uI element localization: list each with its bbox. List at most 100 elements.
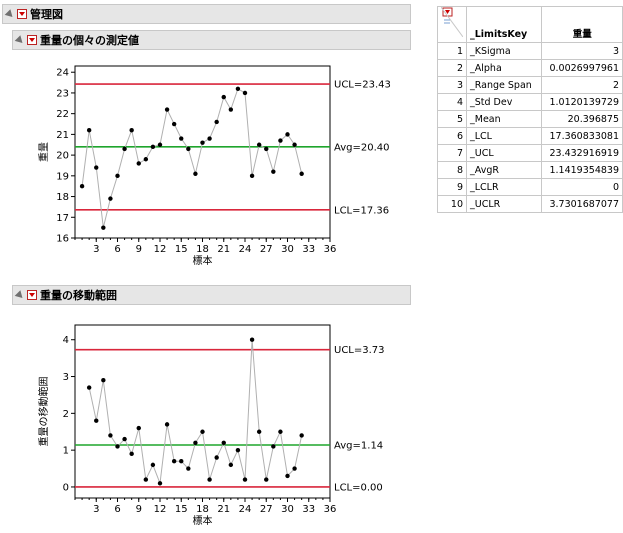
- y-tick-label: 20: [56, 151, 69, 162]
- weight-cell: 1.0120139729: [541, 93, 623, 111]
- limits-key-cell: _Range Span: [465, 76, 543, 94]
- limit-label: Avg=1.14: [334, 440, 383, 451]
- weight-cell: 3: [541, 42, 623, 60]
- x-axis-label: 標本: [193, 514, 213, 527]
- section1-header: 重量の個々の測定値: [12, 30, 411, 50]
- x-tick-label: 3: [93, 504, 99, 515]
- x-tick-label: 27: [260, 504, 273, 515]
- y-axis-label: 重量の移動範囲: [37, 377, 50, 447]
- data-point: [264, 146, 269, 152]
- data-point: [271, 444, 276, 449]
- data-point: [242, 90, 248, 96]
- limits-key-cell: _UCL: [465, 144, 543, 162]
- data-point: [221, 440, 226, 445]
- data-point: [193, 440, 198, 445]
- x-tick-label: 21: [217, 504, 230, 515]
- data-point: [143, 477, 149, 482]
- data-point: [228, 462, 234, 468]
- plot-frame: [74, 324, 331, 499]
- table-row[interactable]: 8 _AvgR 1.1419354839: [437, 161, 623, 179]
- x-tick-label: 6: [114, 504, 120, 515]
- data-point: [150, 462, 156, 468]
- limits-key-cell: _Std Dev: [465, 93, 543, 111]
- report-title: 管理図: [30, 8, 63, 21]
- y-tick-label: 21: [56, 130, 69, 141]
- disclosure-icon[interactable]: [14, 34, 26, 46]
- column-header[interactable]: _LimitsKey: [465, 6, 543, 43]
- y-tick-label: 3: [63, 372, 69, 383]
- x-tick-label: 18: [196, 504, 209, 515]
- red-triangle-menu-icon[interactable]: [17, 9, 27, 19]
- table-row[interactable]: 6 _LCL 17.360833081: [437, 127, 623, 145]
- weight-cell: 0: [541, 178, 623, 196]
- row-number: 5: [437, 110, 467, 128]
- limit-label: UCL=23.43: [334, 80, 391, 91]
- y-tick-label: 17: [56, 213, 69, 224]
- data-point: [94, 418, 99, 423]
- data-point: [186, 146, 191, 152]
- x-tick-label: 36: [324, 504, 337, 515]
- x-tick-label: 21: [217, 244, 230, 255]
- red-triangle-menu-icon[interactable]: [27, 290, 37, 300]
- x-tick-label: 30: [281, 244, 294, 255]
- table-row[interactable]: 9 _LCLR 0: [437, 178, 623, 196]
- disclosure-icon[interactable]: [14, 289, 26, 301]
- limits-key-cell: _Mean: [465, 110, 543, 128]
- y-axis-label: 重量: [37, 142, 50, 162]
- data-point: [214, 455, 219, 460]
- data-point: [228, 107, 234, 112]
- data-point: [79, 183, 85, 189]
- y-tick-label: 24: [56, 68, 69, 79]
- x-tick-label: 15: [175, 504, 188, 515]
- weight-cell: 0.0026997961: [541, 59, 623, 77]
- data-point: [171, 121, 177, 127]
- section2-header: 重量の移動範囲: [12, 285, 411, 305]
- red-triangle-menu-icon[interactable]: [27, 35, 37, 45]
- data-point: [101, 378, 106, 383]
- y-tick-label: 4: [63, 335, 69, 346]
- data-point: [164, 422, 170, 427]
- table-row[interactable]: 3 _Range Span 2: [437, 76, 623, 94]
- weight-cell: 1.1419354839: [541, 161, 623, 179]
- table-row[interactable]: 10 _UCLR 3.7301687077: [437, 195, 623, 213]
- data-point: [285, 132, 290, 137]
- y-tick-label: 19: [56, 171, 69, 182]
- data-point: [242, 477, 248, 482]
- data-point: [94, 165, 99, 170]
- data-point: [179, 458, 184, 464]
- y-tick-label: 2: [63, 409, 69, 420]
- row-number: 6: [437, 127, 467, 145]
- limit-label: LCL=17.36: [334, 205, 389, 216]
- y-tick-label: 1: [63, 446, 69, 457]
- x-axis-label: 標本: [193, 254, 213, 267]
- table-row[interactable]: 2 _Alpha 0.0026997961: [437, 59, 623, 77]
- data-point: [86, 385, 92, 390]
- table-row[interactable]: 1 _KSigma 3: [437, 42, 623, 60]
- data-point: [249, 337, 255, 342]
- table-row[interactable]: 4 _Std Dev 1.0120139729: [437, 93, 623, 111]
- data-point: [207, 136, 212, 141]
- data-point: [108, 196, 113, 201]
- row-number: 7: [437, 144, 467, 162]
- disclosure-icon[interactable]: [4, 8, 16, 20]
- data-point: [221, 94, 226, 100]
- section2-title: 重量の移動範囲: [40, 289, 117, 302]
- data-point: [101, 225, 106, 230]
- column-header[interactable]: 重量: [541, 6, 623, 43]
- data-point: [122, 436, 127, 442]
- weight-cell: 23.432916919: [541, 144, 623, 162]
- x-tick-label: 9: [136, 244, 142, 255]
- report-header: 管理図: [2, 4, 411, 24]
- y-tick-label: 22: [56, 109, 69, 120]
- table-row[interactable]: 5 _Mean 20.396875: [437, 110, 623, 128]
- row-number: 3: [437, 76, 467, 94]
- table-corner[interactable]: [437, 6, 467, 43]
- table-row[interactable]: 7 _UCL 23.432916919: [437, 144, 623, 162]
- y-tick-label: 18: [56, 192, 69, 203]
- data-point: [115, 444, 120, 449]
- x-tick-label: 30: [281, 504, 294, 515]
- limit-label: Avg=20.40: [334, 142, 390, 153]
- row-number: 1: [437, 42, 467, 60]
- x-tick-label: 24: [239, 504, 252, 515]
